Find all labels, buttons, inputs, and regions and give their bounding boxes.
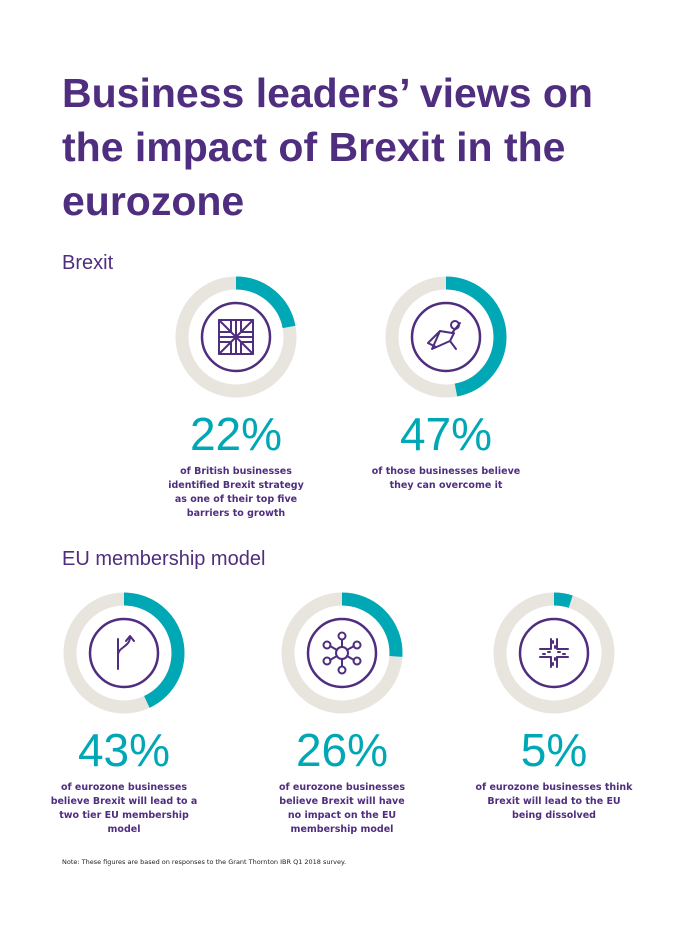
footnote: Note: These figures are based on respons… bbox=[62, 858, 347, 866]
donut-track bbox=[493, 592, 615, 714]
broken-cross-icon bbox=[539, 638, 569, 668]
section-heading-eu-membership: EU membership model bbox=[62, 548, 266, 570]
donut-value-arc bbox=[63, 592, 185, 714]
road-fork-icon bbox=[117, 635, 135, 670]
percentage-label: 5% bbox=[520, 724, 588, 776]
donut-value-arc bbox=[281, 592, 403, 714]
caption: of those businesses believe they can ove… bbox=[371, 466, 521, 491]
donut-value-arc bbox=[175, 276, 297, 398]
percentage-label: 43% bbox=[77, 724, 171, 776]
page-title: Business leaders’ views on the impact of… bbox=[62, 70, 593, 224]
caption: of British businesses identified Brexit … bbox=[168, 466, 304, 519]
donut-chart bbox=[175, 276, 297, 398]
stat-0: 22% of British businesses identified Bre… bbox=[131, 275, 341, 521]
caption: of eurozone businesses believe Brexit wi… bbox=[278, 782, 406, 835]
donut-chart bbox=[385, 276, 507, 398]
superhero-icon bbox=[427, 320, 461, 350]
percentage-label: 22% bbox=[189, 408, 283, 460]
union-jack-icon bbox=[218, 319, 254, 355]
donut-value-arc bbox=[385, 276, 507, 398]
donut-chart bbox=[493, 592, 615, 714]
stat-2: 43% of eurozone businesses believe Brexi… bbox=[19, 591, 229, 837]
stat-1: 47% of those businesses believe they can… bbox=[341, 275, 551, 493]
stat-3: 26% of eurozone businesses believe Brexi… bbox=[237, 591, 447, 837]
network-hub-icon bbox=[322, 631, 362, 675]
donut-chart bbox=[63, 592, 185, 714]
icon-circle bbox=[410, 301, 482, 373]
stat-4: 5% of eurozone businesses think Brexit w… bbox=[449, 591, 659, 823]
caption: of eurozone businesses believe Brexit wi… bbox=[50, 782, 198, 835]
icon-circle bbox=[518, 617, 590, 689]
caption: of eurozone businesses think Brexit will… bbox=[475, 782, 633, 821]
icon-circle bbox=[200, 301, 272, 373]
donut-value-arc bbox=[493, 592, 615, 714]
percentage-label: 47% bbox=[399, 408, 493, 460]
donut-chart bbox=[281, 592, 403, 714]
section-heading-brexit: Brexit bbox=[62, 252, 114, 274]
percentage-label: 26% bbox=[295, 724, 389, 776]
icon-circle bbox=[306, 617, 378, 689]
icon-circle bbox=[88, 617, 160, 689]
